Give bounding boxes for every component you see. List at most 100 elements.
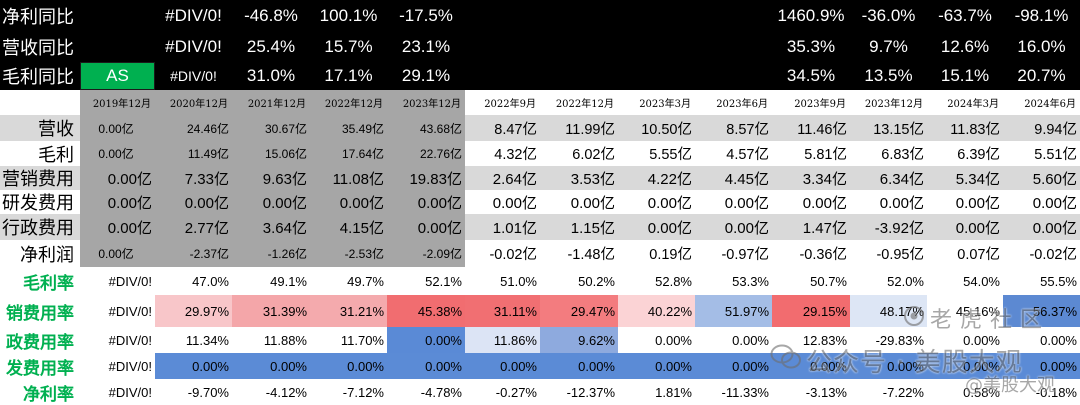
- row-label[interactable]: 研发费用: [2, 193, 74, 214]
- ratio-cell[interactable]: -3.13%: [805, 384, 847, 400]
- yoy-cell[interactable]: [618, 62, 695, 90]
- amount-cell[interactable]: 4.57亿: [726, 147, 769, 163]
- ratio-cell[interactable]: 52.0%: [887, 273, 924, 289]
- amount-cell[interactable]: -0.97亿: [721, 247, 769, 263]
- ratio-cell[interactable]: 0.00%: [655, 332, 692, 348]
- ratio-cell[interactable]: 51.97%: [695, 295, 772, 327]
- yoy-cell[interactable]: #DIV/0!: [165, 5, 222, 25]
- ratio-cell[interactable]: 0.00%: [465, 353, 540, 379]
- amount-cell[interactable]: 0.19亿: [649, 247, 692, 263]
- ratio-cell[interactable]: 56.37%: [1003, 295, 1080, 327]
- amount-cell[interactable]: 30.67亿: [232, 115, 310, 141]
- ratio-cell[interactable]: 55.5%: [1040, 273, 1077, 289]
- ratio-cell[interactable]: 9.62%: [540, 327, 618, 353]
- amount-cell[interactable]: -2.53亿: [310, 240, 387, 267]
- yoy-cell[interactable]: 13.5%: [864, 66, 913, 85]
- amount-cell[interactable]: -0.02亿: [1029, 247, 1077, 263]
- amount-cell[interactable]: 35.49亿: [310, 115, 387, 141]
- amount-cell[interactable]: 1.15亿: [570, 219, 615, 237]
- ratio-cell[interactable]: 50.7%: [810, 273, 847, 289]
- amount-cell[interactable]: -1.48亿: [567, 247, 615, 263]
- amount-cell[interactable]: 11.08亿: [310, 166, 387, 190]
- yoy-cell[interactable]: -46.8%: [244, 5, 298, 25]
- amount-cell[interactable]: 0.00亿: [80, 115, 155, 141]
- amount-cell[interactable]: 5.81亿: [804, 147, 847, 163]
- amount-cell[interactable]: 11.99亿: [565, 121, 615, 138]
- ratio-cell[interactable]: 29.47%: [540, 295, 618, 327]
- yoy-cell[interactable]: [695, 62, 772, 90]
- period-header-cell[interactable]: 2023年3月: [639, 99, 691, 110]
- yoy-cell[interactable]: [465, 62, 540, 90]
- amount-cell[interactable]: 43.68亿: [387, 115, 465, 141]
- ratio-cell[interactable]: 31.21%: [310, 295, 387, 327]
- ratio-cell[interactable]: 51.0%: [500, 273, 537, 289]
- amount-cell[interactable]: 9.94亿: [1034, 121, 1077, 138]
- amount-cell[interactable]: 0.00亿: [155, 190, 232, 214]
- row-label[interactable]: 净利润: [20, 244, 74, 266]
- ratio-cell[interactable]: #DIV/0!: [108, 384, 152, 400]
- amount-cell[interactable]: -0.36亿: [799, 247, 847, 263]
- period-header-cell[interactable]: 2022年12月: [555, 99, 614, 110]
- yoy-cell[interactable]: 9.7%: [869, 36, 908, 56]
- ratio-cell[interactable]: -12.37%: [566, 384, 615, 400]
- amount-cell[interactable]: 8.47亿: [494, 121, 537, 138]
- ratio-cell[interactable]: 52.8%: [655, 273, 692, 289]
- ratio-cell[interactable]: 0.00%: [387, 353, 465, 379]
- amount-cell[interactable]: 5.51亿: [1034, 147, 1077, 163]
- yoy-cell[interactable]: [540, 0, 618, 31]
- ratio-cell[interactable]: 31.11%: [465, 295, 540, 327]
- ratio-cell[interactable]: -9.70%: [187, 384, 229, 400]
- ratio-cell[interactable]: 0.58%: [963, 384, 1000, 400]
- amount-cell[interactable]: 3.53亿: [570, 170, 615, 188]
- row-label[interactable]: 销费用率: [6, 303, 74, 324]
- amount-cell[interactable]: 2.64亿: [492, 170, 537, 188]
- amount-cell[interactable]: 0.00亿: [387, 214, 465, 240]
- amount-cell[interactable]: 4.22亿: [647, 170, 692, 188]
- ratio-cell[interactable]: #DIV/0!: [108, 358, 152, 374]
- amount-cell[interactable]: 0.00亿: [879, 194, 924, 212]
- yoy-cell[interactable]: 16.0%: [1017, 36, 1066, 56]
- row-label[interactable]: 营收: [38, 119, 74, 140]
- amount-cell[interactable]: 0.00亿: [802, 194, 847, 212]
- yoy-cell[interactable]: [618, 31, 695, 62]
- amount-cell[interactable]: 0.07亿: [957, 247, 1000, 263]
- yoy-cell[interactable]: [540, 62, 618, 90]
- ratio-cell[interactable]: -4.78%: [420, 384, 462, 400]
- amount-cell[interactable]: 0.00亿: [80, 214, 155, 240]
- ratio-cell[interactable]: 50.2%: [578, 273, 615, 289]
- amount-cell[interactable]: 11.49亿: [155, 141, 232, 166]
- row-label[interactable]: 政费用率: [6, 332, 74, 353]
- ratio-cell[interactable]: 0.00%: [618, 353, 695, 379]
- amount-cell[interactable]: 6.02亿: [572, 147, 615, 163]
- as-badge[interactable]: AS: [80, 62, 155, 90]
- yoy-cell[interactable]: [540, 31, 618, 62]
- yoy-cell[interactable]: [695, 0, 772, 31]
- ratio-cell[interactable]: -0.27%: [495, 384, 537, 400]
- amount-cell[interactable]: -1.26亿: [232, 240, 310, 267]
- amount-cell[interactable]: 0.00亿: [724, 194, 769, 212]
- ratio-cell[interactable]: 0.00%: [927, 353, 1003, 379]
- ratio-cell[interactable]: -11.33%: [721, 384, 769, 400]
- ratio-cell[interactable]: 11.34%: [185, 332, 229, 348]
- amount-cell[interactable]: 13.15亿: [873, 121, 924, 138]
- yoy-cell[interactable]: [465, 31, 540, 62]
- period-header-cell[interactable]: 2024年3月: [947, 99, 999, 110]
- amount-cell[interactable]: 19.83亿: [387, 166, 465, 190]
- ratio-cell[interactable]: -0.18%: [1035, 384, 1077, 400]
- amount-cell[interactable]: -2.09亿: [387, 240, 465, 267]
- ratio-cell[interactable]: 0.00%: [310, 353, 387, 379]
- ratio-cell[interactable]: 45.38%: [387, 295, 465, 327]
- yoy-cell[interactable]: -36.0%: [861, 5, 916, 25]
- amount-cell[interactable]: 0.00亿: [647, 194, 692, 212]
- yoy-cell[interactable]: 15.1%: [940, 66, 990, 85]
- period-header-cell[interactable]: 2024年6月: [1024, 99, 1076, 110]
- amount-cell[interactable]: 17.64亿: [310, 141, 387, 166]
- ratio-cell[interactable]: 0.00%: [850, 353, 927, 379]
- row-label[interactable]: 毛利率: [23, 273, 74, 294]
- ratio-cell[interactable]: 0.00%: [1040, 332, 1077, 348]
- ratio-cell[interactable]: 0.00%: [695, 353, 772, 379]
- amount-cell[interactable]: 0.00亿: [647, 219, 692, 237]
- ratio-cell[interactable]: -29.83%: [875, 332, 924, 348]
- ratio-cell[interactable]: 49.1%: [270, 273, 307, 289]
- amount-cell[interactable]: 0.00亿: [570, 194, 615, 212]
